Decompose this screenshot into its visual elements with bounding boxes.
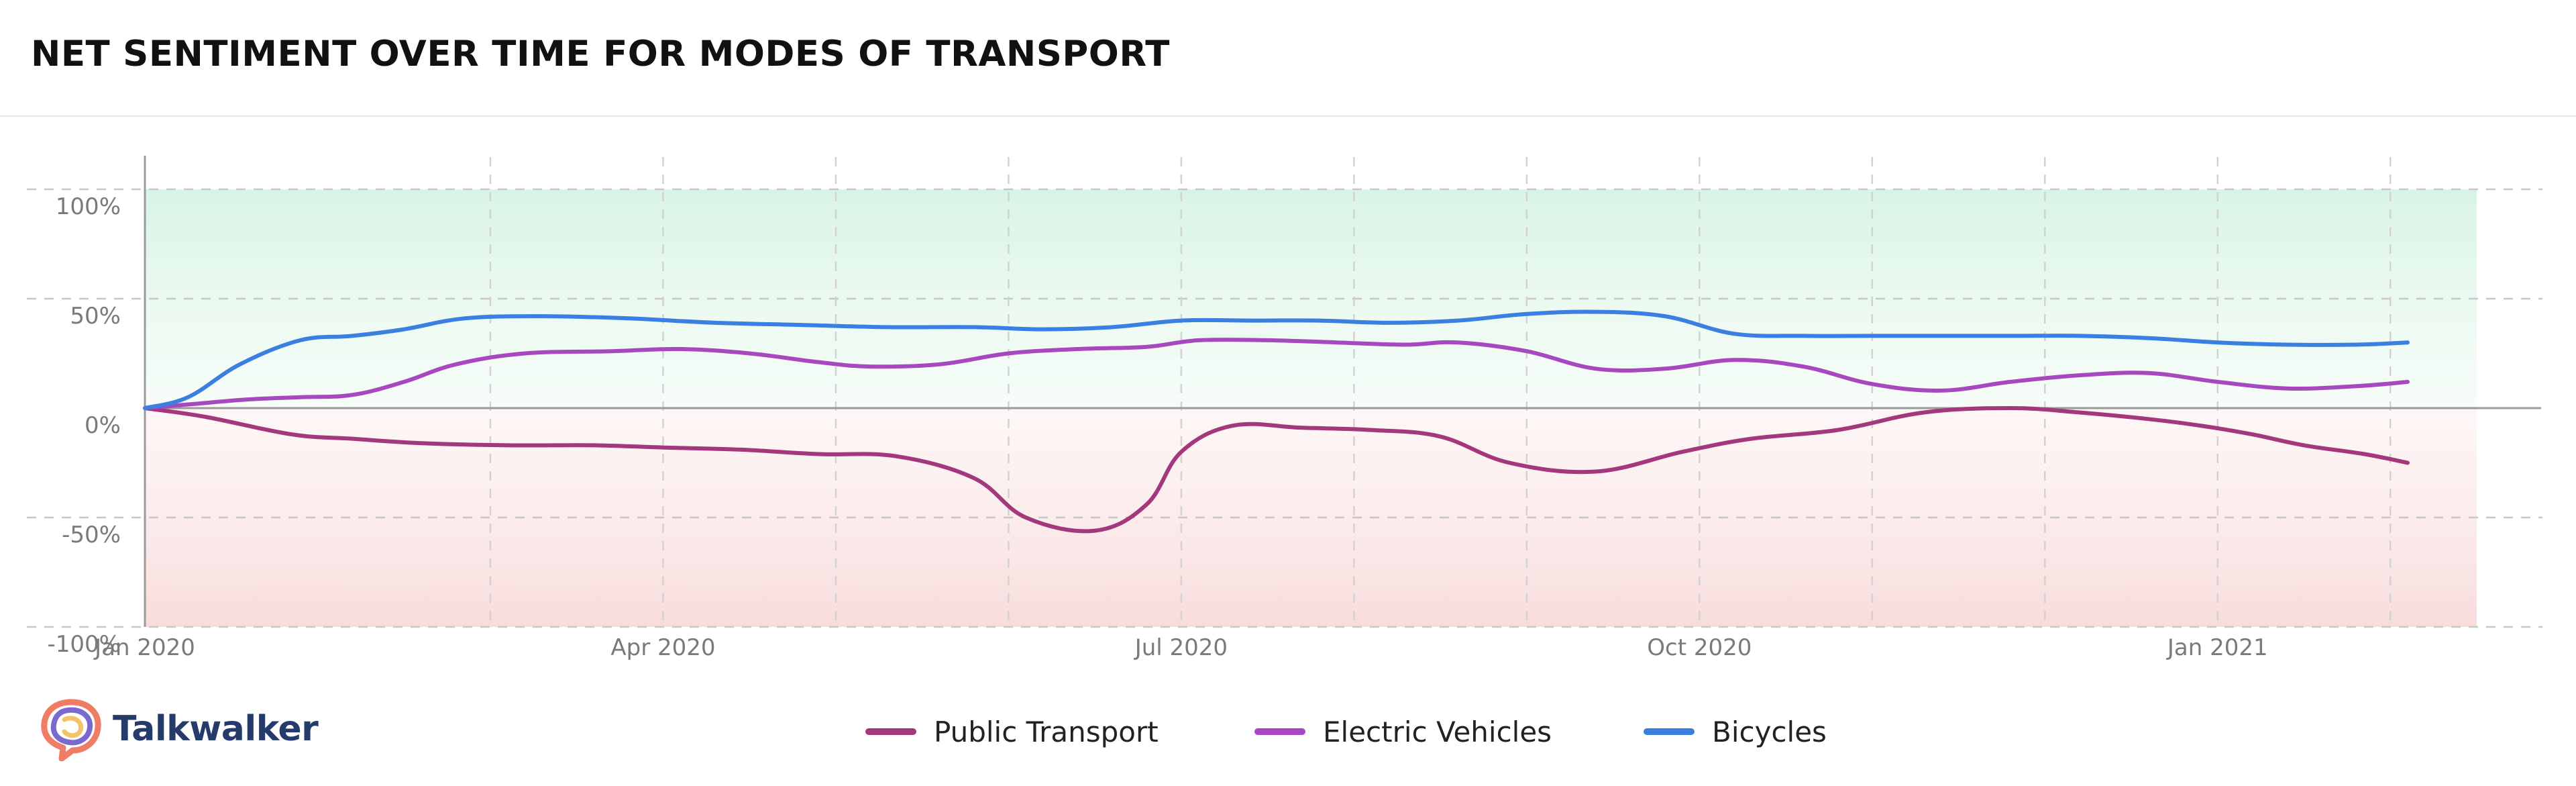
y-tick-label: -50% [62, 522, 121, 548]
x-tick-label: Jan 2021 [2166, 634, 2268, 661]
series-line-public-transport[interactable] [143, 406, 2410, 534]
legend-label: Bicycles [1712, 715, 1827, 748]
talkwalker-logo: Talkwalker [39, 697, 319, 761]
legend-item-bicycles[interactable]: Bicycles [1644, 711, 1827, 752]
x-tick-label: Apr 2020 [610, 634, 715, 661]
series-line-bicycles[interactable] [143, 309, 2410, 410]
y-tick-label: -100% [48, 631, 121, 658]
legend-label: Electric Vehicles [1323, 715, 1552, 748]
x-axis-labels: Jan 2020 Apr 2020 Jul 2020 Oct 2020 Jan 2021 [93, 634, 2268, 661]
talkwalker-speech-bubble-icon [41, 699, 101, 761]
legend-swatch [1644, 728, 1695, 735]
legend-item-electric-vehicles[interactable]: Electric Vehicles [1254, 711, 1552, 752]
chart-axes [144, 156, 2541, 627]
legend-item-public-transport[interactable]: Public Transport [865, 711, 1159, 752]
x-tick-label: Jul 2020 [1134, 634, 1228, 661]
y-tick-label: 0% [85, 412, 121, 439]
legend-label: Public Transport [934, 715, 1159, 748]
legend-swatch [865, 728, 916, 735]
chart-header: NET SENTIMENT OVER TIME FOR MODES OF TRA… [0, 0, 2576, 117]
y-tick-label: 100% [56, 193, 121, 220]
grid-lines [27, 157, 2542, 628]
legend-swatch [1254, 728, 1305, 735]
series-line-electric-vehicles[interactable] [143, 338, 2410, 410]
y-axis-labels: 100% 50% 0% -50% -100% [48, 193, 121, 658]
chart-legend: Public Transport Electric Vehicles Bicycle… [0, 711, 2576, 752]
x-tick-label: Oct 2020 [1647, 634, 1752, 661]
x-tick-label: Jan 2020 [93, 634, 195, 661]
series-lines [143, 309, 2410, 534]
line-chart: 100% 50% 0% -50% -100% Jan 2020 Apr 2020 Jul 2… [27, 156, 2542, 661]
brand-name: Talkwalker [113, 709, 319, 749]
y-tick-label: 50% [70, 303, 121, 330]
page-title: NET SENTIMENT OVER TIME FOR MODES OF TRA… [31, 34, 1170, 75]
